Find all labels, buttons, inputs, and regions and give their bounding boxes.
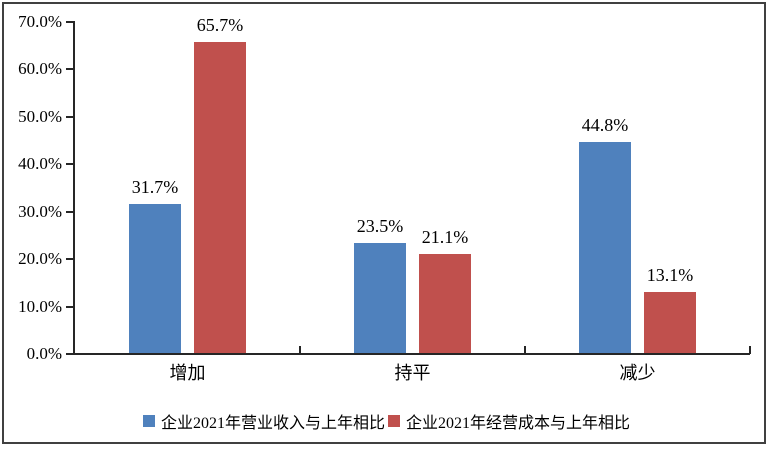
bar-series-1-cat-1: [419, 253, 471, 354]
y-axis-tick: [66, 305, 75, 308]
bar-series-0-cat-0: [129, 203, 181, 354]
legend: 企业2021年营业收入与上年相比 企业2021年经营成本与上年相比: [0, 410, 773, 432]
x-axis-line: [73, 353, 750, 355]
y-axis-tick: [66, 353, 75, 355]
legend-label: 企业2021年营业收入与上年相比: [160, 415, 385, 432]
bar-value-label: 13.1%: [646, 264, 694, 285]
y-axis-tick: [66, 258, 75, 261]
legend-swatch-icon: [388, 415, 400, 427]
y-axis-line: [73, 21, 75, 355]
y-axis-label: 40.0%: [18, 154, 62, 174]
category-label: 增加: [169, 363, 206, 383]
y-axis-label: 0.0%: [26, 344, 62, 363]
x-axis-tick: [749, 346, 751, 354]
bar-value-label: 21.1%: [421, 226, 469, 247]
y-axis-tick: [66, 163, 75, 166]
y-axis-tick: [66, 210, 75, 213]
legend-label: 企业2021年经营成本与上年相比: [406, 415, 631, 432]
bar-series-0-cat-1: [354, 242, 406, 354]
y-axis-tick: [66, 68, 75, 71]
legend-swatch-icon: [142, 415, 155, 427]
y-axis-label: 30.0%: [18, 201, 62, 221]
bar-series-0-cat-2: [579, 141, 631, 354]
y-axis-label: 20.0%: [18, 249, 62, 269]
y-axis-label: 60.0%: [18, 59, 62, 79]
legend-item-1: 企业2021年经营成本与上年相比: [388, 409, 630, 433]
x-axis-tick: [524, 346, 526, 354]
y-axis-label: 70.0%: [18, 12, 62, 31]
category-label: 持平: [394, 363, 431, 383]
y-axis-label: 50.0%: [18, 106, 62, 126]
category-label: 减少: [619, 363, 656, 383]
y-axis-label: 10.0%: [18, 296, 62, 316]
bar-series-1-cat-0: [194, 42, 246, 354]
bar-value-label: 44.8%: [581, 114, 629, 135]
bar-series-1-cat-2: [644, 291, 696, 354]
x-axis-tick: [299, 346, 301, 354]
bar-value-label: 31.7%: [131, 176, 179, 197]
legend-item-0: 企业2021年营业收入与上年相比: [142, 409, 385, 433]
bar-value-label: 65.7%: [196, 15, 244, 36]
y-axis-tick: [66, 21, 75, 23]
bar-value-label: 23.5%: [356, 215, 404, 236]
y-axis-tick: [66, 115, 75, 118]
